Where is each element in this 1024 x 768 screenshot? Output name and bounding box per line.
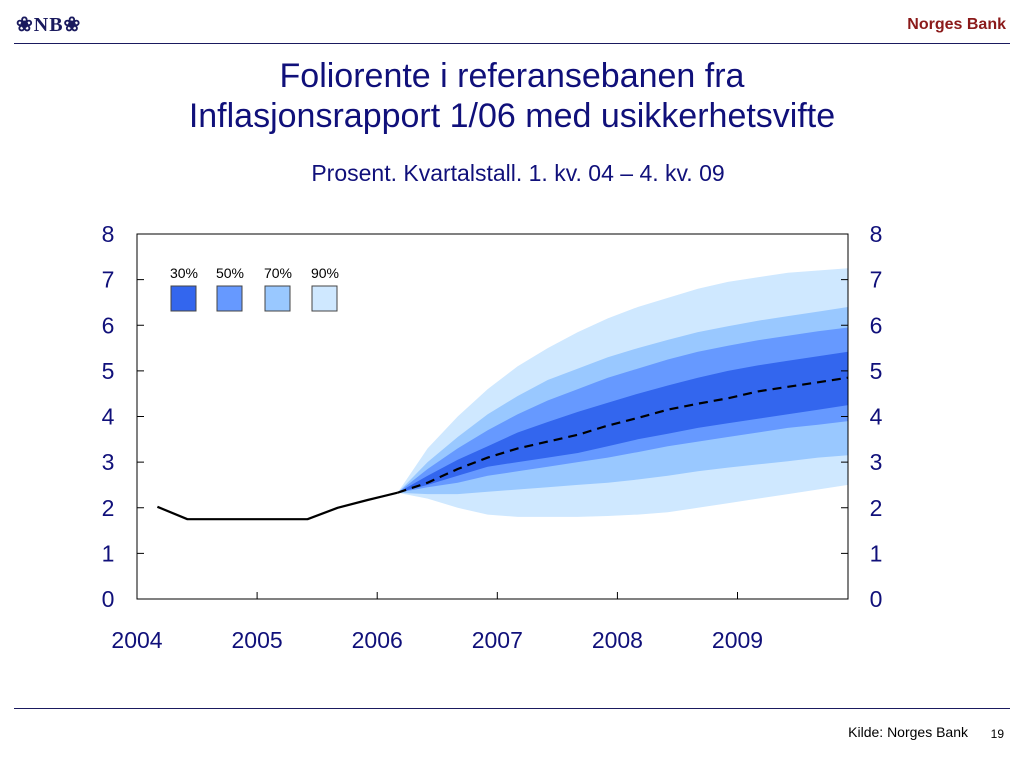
footer-rule [14, 708, 1010, 709]
chart-subtitle: Prosent. Kvartalstall. 1. kv. 04 – 4. kv… [311, 160, 725, 186]
y-tick-label-right: 3 [870, 449, 883, 475]
forecast-line [397, 376, 849, 494]
y-tick-label-left: 8 [102, 221, 115, 247]
x-tick-label: 2004 [111, 627, 162, 653]
legend-label: 50% [216, 265, 244, 281]
y-tick-label-left: 7 [102, 267, 115, 293]
y-tick-label-right: 8 [870, 221, 883, 247]
source-note: Kilde: Norges Bank [848, 724, 968, 740]
legend-label: 90% [311, 265, 339, 281]
legend-swatch-30pct [170, 285, 197, 312]
x-tick-label: 2006 [352, 627, 403, 653]
y-tick-label-right: 1 [870, 540, 883, 566]
y-tick-label-right: 5 [870, 358, 883, 384]
y-tick-label-left: 4 [102, 404, 115, 430]
x-tick-label: 2008 [592, 627, 643, 653]
legend-label: 30% [170, 265, 198, 281]
y-tick-label-left: 0 [102, 586, 115, 612]
legend-label: 70% [264, 265, 292, 281]
history-line [156, 491, 398, 521]
x-tick-label: 2009 [712, 627, 763, 653]
page-number: 19 [990, 727, 1004, 741]
y-tick-label-left: 6 [102, 312, 115, 338]
title-line-2: Inflasjonsrapport 1/06 med usikkerhetsvi… [188, 97, 836, 135]
chart-title: Foliorente i referansebanen fra Inflasjo… [0, 56, 1024, 136]
x-tick-label: 2007 [472, 627, 523, 653]
title-line-1: Foliorente i referansebanen fra [279, 57, 745, 95]
x-tick-label: 2005 [232, 627, 283, 653]
legend-swatch-50pct [216, 285, 243, 312]
y-tick-label-left: 5 [102, 358, 115, 384]
fan-band-30pct [397, 351, 848, 493]
y-tick-label-right: 2 [870, 495, 883, 521]
y-tick-label-right: 7 [870, 267, 883, 293]
y-tick-label-left: 2 [102, 495, 115, 521]
y-tick-label-left: 3 [102, 449, 115, 475]
legend-swatch-70pct [264, 285, 291, 312]
header-rule [14, 43, 1010, 44]
y-tick-label-right: 4 [870, 404, 883, 430]
legend-swatch-90pct [311, 285, 338, 312]
y-tick-label-right: 0 [870, 586, 883, 612]
norges-bank-logo: ❀NB❀ [16, 14, 82, 36]
y-tick-label-right: 6 [870, 312, 883, 338]
y-tick-label-left: 1 [102, 540, 115, 566]
bank-name: Norges Bank [907, 16, 1006, 33]
